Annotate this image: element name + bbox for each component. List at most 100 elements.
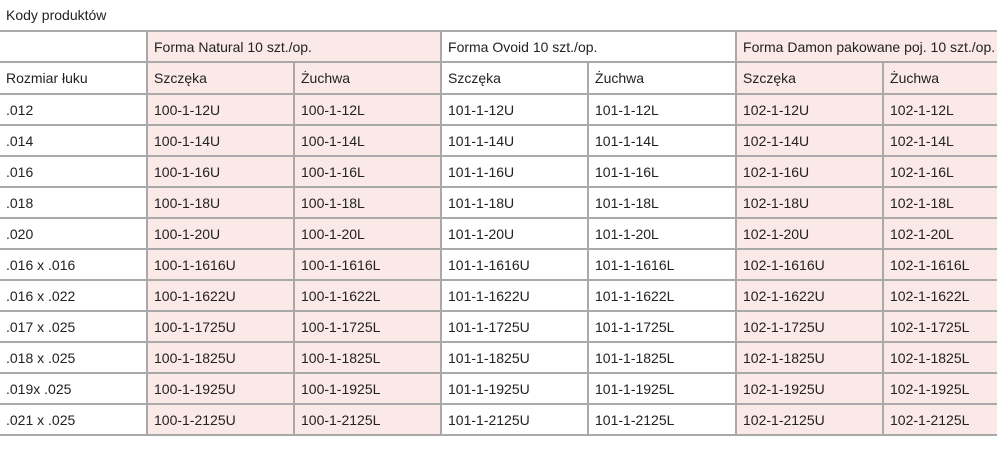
product-code-cell: 102-1-16U bbox=[735, 155, 885, 188]
product-code-cell: 102-1-1825U bbox=[735, 341, 885, 374]
product-code-cell: 102-1-18L bbox=[882, 186, 997, 219]
group-header-natural: Forma Natural 10 szt./op. bbox=[145, 30, 443, 63]
product-code-cell: 101-1-1825L bbox=[587, 341, 738, 374]
arch-size-cell: .019x .025 bbox=[0, 372, 148, 405]
upper-header: Szczęka bbox=[146, 61, 295, 95]
product-code-cell: 100-1-16U bbox=[146, 155, 295, 188]
product-code-cell: 100-1-2125U bbox=[146, 403, 295, 436]
product-code-cell: 102-1-12L bbox=[882, 93, 997, 126]
product-code-cell: 100-1-1825U bbox=[146, 341, 295, 374]
product-code-cell: 100-1-20L bbox=[292, 217, 443, 250]
product-code-cell: 102-1-20L bbox=[882, 217, 997, 250]
product-code-cell: 101-1-1622L bbox=[587, 279, 738, 312]
product-code-cell: 100-1-1725L bbox=[292, 310, 443, 343]
product-code-cell: 100-1-14L bbox=[292, 124, 443, 157]
product-code-cell: 101-1-1825U bbox=[440, 341, 590, 374]
arch-size-cell: .020 bbox=[0, 217, 148, 250]
table-row: .016 x .016 100-1-1616U 100-1-1616L 101-1-1… bbox=[0, 248, 997, 281]
product-code-cell: 101-1-18U bbox=[440, 186, 590, 219]
product-code-cell: 102-1-1622U bbox=[735, 279, 885, 312]
arch-size-cell: .016 bbox=[0, 155, 148, 188]
product-code-cell: 100-1-2125L bbox=[292, 403, 443, 436]
arch-size-cell: .018 x .025 bbox=[0, 341, 148, 374]
group-header-row: Forma Natural 10 szt./op. Forma Ovoid 10… bbox=[0, 30, 997, 63]
product-code-cell: 101-1-20L bbox=[587, 217, 738, 250]
upper-header: Szczęka bbox=[440, 61, 590, 95]
product-code-cell: 100-1-20U bbox=[146, 217, 295, 250]
product-code-cell: 100-1-18U bbox=[146, 186, 295, 219]
arch-size-cell: .016 x .016 bbox=[0, 248, 148, 281]
product-code-cell: 100-1-1622L bbox=[292, 279, 443, 312]
table-row: .012 100-1-12U 100-1-12L 101-1-12U 101-1-12L… bbox=[0, 93, 997, 126]
product-code-cell: 100-1-12U bbox=[146, 93, 295, 126]
arch-size-cell: .018 bbox=[0, 186, 148, 219]
lower-header: Żuchwa bbox=[882, 61, 997, 95]
product-code-cell: 102-1-2125L bbox=[882, 403, 997, 436]
lower-header: Żuchwa bbox=[292, 61, 443, 95]
product-code-cell: 101-1-1725L bbox=[587, 310, 738, 343]
arch-size-cell: .021 x .025 bbox=[0, 403, 148, 436]
product-code-cell: 100-1-1925U bbox=[146, 372, 295, 405]
product-code-cell: 101-1-1616U bbox=[440, 248, 590, 281]
section-title: Kody produktów bbox=[6, 7, 107, 23]
product-code-cell: 102-1-1725L bbox=[882, 310, 997, 343]
table-row: .019x .025 100-1-1925U 100-1-1925L 101-1-19… bbox=[0, 372, 997, 405]
arch-size-cell: .016 x .022 bbox=[0, 279, 148, 312]
product-code-cell: 102-1-1725U bbox=[735, 310, 885, 343]
product-code-cell: 100-1-1825L bbox=[292, 341, 443, 374]
product-code-cell: 101-1-12U bbox=[440, 93, 590, 126]
product-code-cell: 101-1-2125L bbox=[587, 403, 738, 436]
product-code-cell: 102-1-14U bbox=[735, 124, 885, 157]
product-code-cell: 102-1-16L bbox=[882, 155, 997, 188]
upper-header: Szczęka bbox=[735, 61, 885, 95]
product-code-cell: 102-1-1616L bbox=[882, 248, 997, 281]
product-code-cell: 101-1-14L bbox=[587, 124, 738, 157]
product-code-cell: 102-1-1825L bbox=[882, 341, 997, 374]
product-code-cell: 101-1-16U bbox=[440, 155, 590, 188]
product-code-cell: 102-1-20U bbox=[735, 217, 885, 250]
product-code-cell: 100-1-12L bbox=[292, 93, 443, 126]
group-header-damon: Forma Damon pakowane poj. 10 szt./op. bbox=[735, 30, 997, 63]
product-code-cell: 100-1-14U bbox=[146, 124, 295, 157]
product-code-cell: 100-1-1616U bbox=[146, 248, 295, 281]
product-code-cell: 100-1-16L bbox=[292, 155, 443, 188]
table-row: .016 x .022 100-1-1622U 100-1-1622L 101-1-1… bbox=[0, 279, 997, 312]
table-row: .020 100-1-20U 100-1-20L 101-1-20U 101-1-20L… bbox=[0, 217, 997, 250]
product-code-cell: 100-1-18L bbox=[292, 186, 443, 219]
product-code-cell: 101-1-1925U bbox=[440, 372, 590, 405]
product-code-cell: 101-1-16L bbox=[587, 155, 738, 188]
product-code-cell: 101-1-1725U bbox=[440, 310, 590, 343]
product-code-cell: 101-1-1616L bbox=[587, 248, 738, 281]
table-row: .018 100-1-18U 100-1-18L 101-1-18U 101-1-18L… bbox=[0, 186, 997, 219]
product-code-cell: 102-1-12U bbox=[735, 93, 885, 126]
product-code-cell: 102-1-14L bbox=[882, 124, 997, 157]
product-code-cell: 102-1-18U bbox=[735, 186, 885, 219]
table-row: .018 x .025 100-1-1825U 100-1-1825L 101-1-1… bbox=[0, 341, 997, 374]
table-row: .017 x .025 100-1-1725U 100-1-1725L 101-1-1… bbox=[0, 310, 997, 343]
product-code-cell: 101-1-12L bbox=[587, 93, 738, 126]
product-code-cell: 102-1-1925L bbox=[882, 372, 997, 405]
empty-corner-cell bbox=[0, 30, 148, 63]
table-row: .021 x .025 100-1-2125U 100-1-2125L 101-1-2… bbox=[0, 403, 997, 436]
product-code-cell: 101-1-20U bbox=[440, 217, 590, 250]
product-code-cell: 102-1-1925U bbox=[735, 372, 885, 405]
product-code-cell: 100-1-1616L bbox=[292, 248, 443, 281]
product-code-cell: 102-1-2125U bbox=[735, 403, 885, 436]
product-code-cell: 101-1-1925L bbox=[587, 372, 738, 405]
lower-header: Żuchwa bbox=[587, 61, 738, 95]
arch-size-cell: .014 bbox=[0, 124, 148, 157]
table-row: .016 100-1-16U 100-1-16L 101-1-16U 101-1-16L… bbox=[0, 155, 997, 188]
product-code-cell: 101-1-14U bbox=[440, 124, 590, 157]
column-header-row: Rozmiar łuku Szczęka Żuchwa Szczęka Żuch… bbox=[0, 61, 997, 95]
table-row: .014 100-1-14U 100-1-14L 101-1-14U 101-1-14L… bbox=[0, 124, 997, 157]
product-code-cell: 100-1-1925L bbox=[292, 372, 443, 405]
product-code-cell: 100-1-1725U bbox=[146, 310, 295, 343]
product-code-cell: 101-1-1622U bbox=[440, 279, 590, 312]
size-header: Rozmiar łuku bbox=[0, 61, 148, 95]
product-code-cell: 102-1-1622L bbox=[882, 279, 997, 312]
group-header-ovoid: Forma Ovoid 10 szt./op. bbox=[440, 30, 738, 63]
product-code-cell: 100-1-1622U bbox=[146, 279, 295, 312]
product-code-cell: 101-1-18L bbox=[587, 186, 738, 219]
arch-size-cell: .017 x .025 bbox=[0, 310, 148, 343]
product-code-cell: 101-1-2125U bbox=[440, 403, 590, 436]
